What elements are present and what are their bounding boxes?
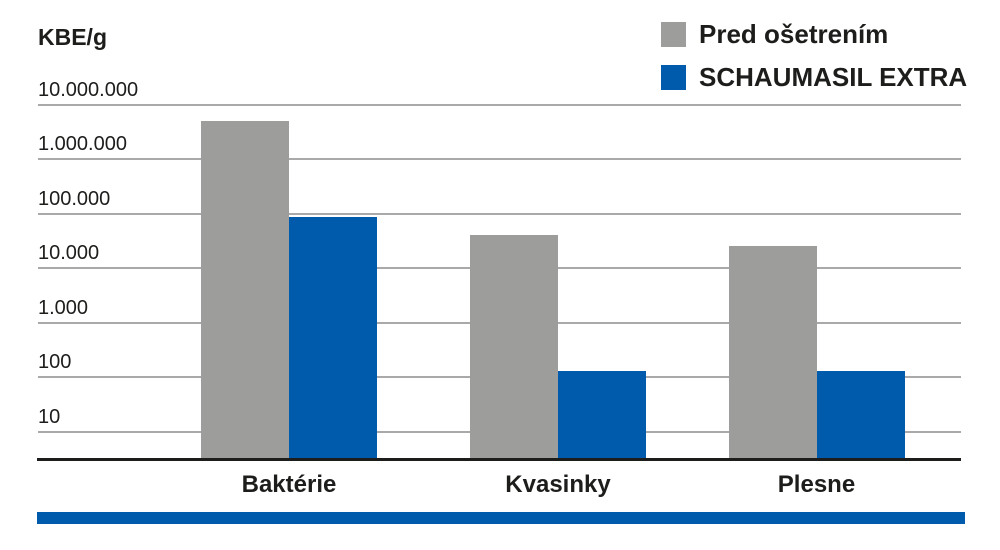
bar-schaumasil-extra-kvasinky [558,370,646,460]
legend-item-pred-osetrenim: Pred ošetrením [661,19,967,49]
x-category-label-kvasinky: Kvasinky [505,471,611,498]
bottom-accent-bar [37,512,965,524]
legend-label-schaumasil-extra: SCHAUMASIL EXTRA [699,62,968,92]
bar-pred-osetrenim-kvasinky [470,235,558,460]
legend-item-schaumasil-extra: SCHAUMASIL EXTRA [661,62,968,92]
gridline [38,103,961,106]
y-tick-label: 10.000.000 [38,78,139,101]
bar-schaumasil-extra-bakterie [289,217,377,460]
legend-label-pred-osetrenim: Pred ošetrením [699,19,889,49]
y-tick-label: 1.000 [38,296,89,319]
bar-schaumasil-extra-plesne [816,370,905,460]
y-axis-unit-label: KBE/g [38,24,107,50]
y-tick-label: 100 [38,351,72,373]
bar-pred-osetrenim-bakterie [201,120,289,460]
y-tick-label: 10 [38,405,61,428]
gridline [38,212,961,215]
x-category-label-plesne: Plesne [777,471,856,498]
legend-swatch-blue-icon [661,65,686,90]
gridline [38,158,961,160]
y-tick-label: 100.000 [38,187,111,210]
legend-swatch-gray-icon [661,22,686,47]
y-tick-label: 10.000 [38,242,100,264]
chart-legend: Pred ošetrením SCHAUMASIL EXTRA [661,19,968,108]
bar-pred-osetrenim-plesne [728,246,817,460]
x-category-label-bakterie: Baktérie [241,471,337,498]
y-tick-label: 1.000.000 [38,133,127,155]
x-axis-line [37,458,961,461]
